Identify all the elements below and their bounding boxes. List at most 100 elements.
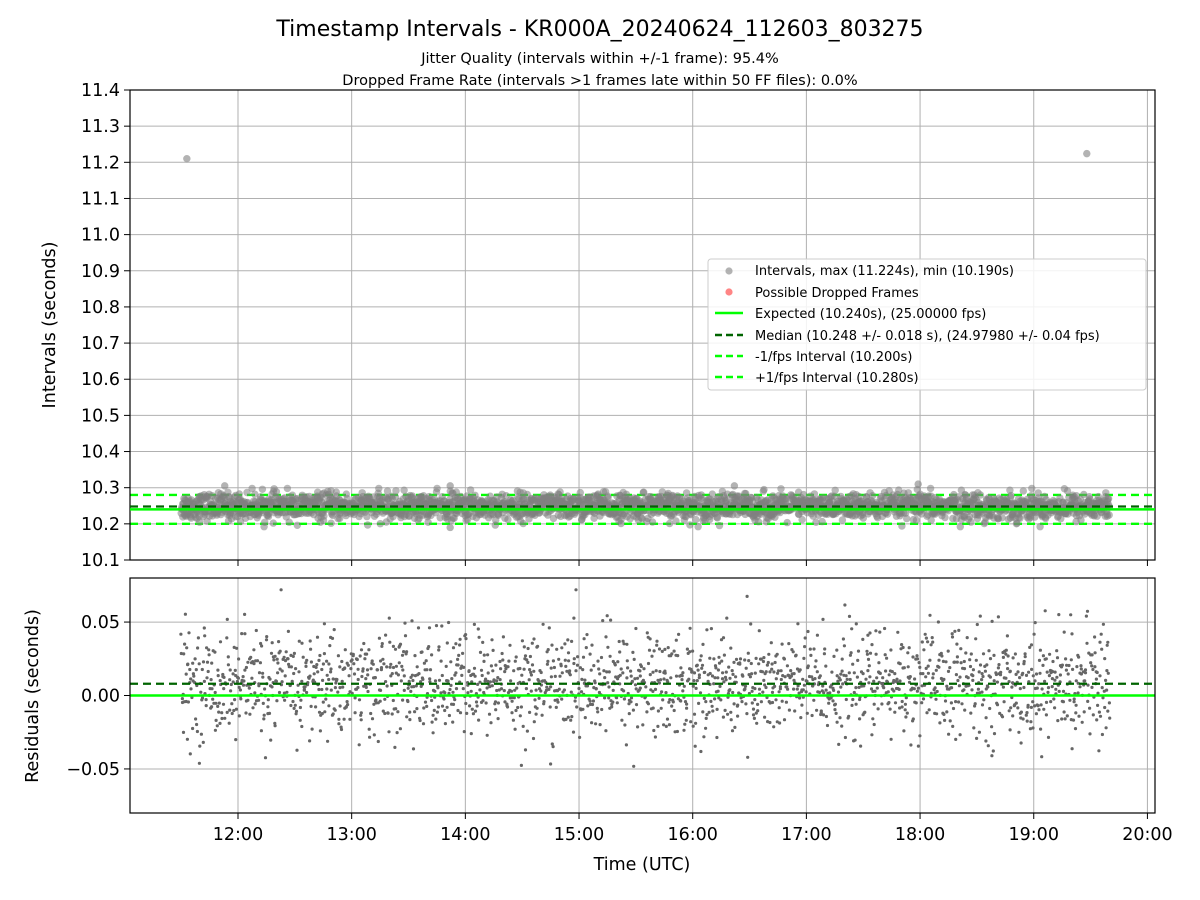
residual-point xyxy=(207,648,211,652)
residual-point xyxy=(518,714,522,718)
interval-point xyxy=(364,521,372,529)
residual-point xyxy=(1093,635,1097,639)
residual-point xyxy=(627,712,631,716)
residual-point xyxy=(854,686,858,690)
residual-point xyxy=(749,661,753,666)
residual-point xyxy=(439,691,443,695)
residual-point xyxy=(889,737,893,741)
residual-point xyxy=(942,677,946,682)
residual-point xyxy=(844,697,848,702)
residual-point xyxy=(606,645,610,649)
residuals-y-tick-label: −0.05 xyxy=(66,760,120,780)
residual-point xyxy=(211,697,215,701)
residual-point xyxy=(1037,708,1041,712)
residual-point xyxy=(665,717,670,721)
residual-point xyxy=(581,668,585,672)
residual-point xyxy=(953,660,957,664)
residual-point xyxy=(296,683,300,687)
residual-point xyxy=(867,664,871,668)
residual-point xyxy=(608,654,612,658)
residual-point xyxy=(515,686,519,690)
residual-point xyxy=(560,646,564,650)
residual-point xyxy=(326,739,330,743)
residual-point xyxy=(791,650,795,654)
residual-point xyxy=(723,708,727,713)
interval-point xyxy=(1063,487,1072,495)
residual-point xyxy=(898,662,902,666)
interval-point xyxy=(665,519,674,528)
residual-point xyxy=(1044,700,1049,705)
residual-point xyxy=(868,675,872,679)
intervals-y-tick-label: 11.1 xyxy=(81,189,120,209)
residual-point xyxy=(524,687,529,691)
residual-point xyxy=(598,723,602,727)
residual-point xyxy=(1062,710,1066,714)
residual-point xyxy=(436,684,440,688)
residual-point xyxy=(621,639,625,643)
residuals-x-tick-label: 12:00 xyxy=(213,825,263,845)
residual-point xyxy=(327,662,331,666)
residual-point xyxy=(1057,689,1061,694)
residual-point xyxy=(704,700,708,704)
residual-point xyxy=(931,672,935,676)
residual-point xyxy=(1073,727,1078,731)
residual-point xyxy=(431,713,435,717)
residual-point xyxy=(708,656,712,660)
residual-point xyxy=(692,671,697,675)
residual-point xyxy=(658,669,662,674)
residual-point xyxy=(280,669,284,673)
residual-point xyxy=(380,642,384,646)
residual-point xyxy=(974,658,978,662)
residual-point xyxy=(805,711,809,715)
residual-point xyxy=(1004,676,1008,680)
intervals-y-tick-label: 10.8 xyxy=(81,298,120,318)
residual-point xyxy=(325,673,329,677)
residual-point xyxy=(498,678,502,682)
residual-point xyxy=(755,721,759,725)
residual-point xyxy=(975,622,979,627)
residual-point xyxy=(315,635,320,639)
residual-point xyxy=(995,703,1000,707)
residual-point xyxy=(639,664,644,669)
residual-point xyxy=(941,659,946,664)
residual-point xyxy=(875,686,879,690)
residual-point xyxy=(1072,700,1076,704)
residual-point xyxy=(792,687,796,691)
residual-point xyxy=(984,716,988,720)
residual-point xyxy=(680,674,684,678)
residual-point xyxy=(498,659,502,664)
residual-point xyxy=(308,639,312,643)
residual-point xyxy=(663,671,667,675)
residual-point xyxy=(205,660,210,664)
residual-point xyxy=(877,661,881,665)
residual-point xyxy=(317,710,322,714)
residual-point xyxy=(949,701,954,705)
residual-point xyxy=(352,662,356,666)
residual-point xyxy=(765,663,770,667)
residual-point xyxy=(1014,672,1018,677)
residual-point xyxy=(303,685,307,689)
residual-point xyxy=(309,704,313,709)
residual-point xyxy=(847,614,852,619)
residual-point xyxy=(499,687,504,691)
residual-point xyxy=(822,691,826,695)
residual-point xyxy=(297,639,301,643)
residual-point xyxy=(427,626,432,630)
residual-point xyxy=(418,718,422,723)
residual-point xyxy=(1029,720,1033,724)
residual-point xyxy=(957,684,962,688)
residual-point xyxy=(436,705,440,709)
residual-point xyxy=(892,689,896,693)
residual-point xyxy=(1089,661,1093,665)
residual-point xyxy=(268,677,272,681)
residual-point xyxy=(653,687,658,692)
residual-point xyxy=(1029,643,1034,647)
residual-point xyxy=(217,701,221,705)
residual-point xyxy=(261,675,265,679)
residual-point xyxy=(290,679,294,684)
residual-point xyxy=(1046,690,1050,695)
residual-point xyxy=(907,646,911,650)
residual-point xyxy=(760,670,765,674)
residual-point xyxy=(402,650,406,654)
residual-point xyxy=(890,670,894,674)
